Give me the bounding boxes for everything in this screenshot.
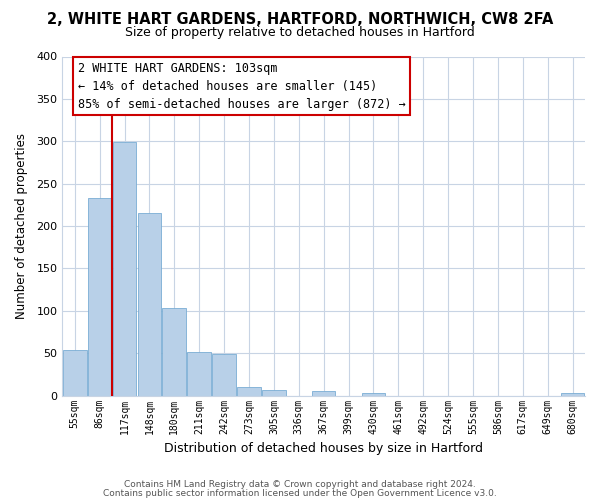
Bar: [137, 214, 161, 396]
Bar: [88, 198, 112, 396]
Text: 2 WHITE HART GARDENS: 103sqm
← 14% of detached houses are smaller (145)
85% of s: 2 WHITE HART GARDENS: 103sqm ← 14% of de…: [78, 62, 406, 110]
Text: 2, WHITE HART GARDENS, HARTFORD, NORTHWICH, CW8 2FA: 2, WHITE HART GARDENS, HARTFORD, NORTHWI…: [47, 12, 553, 28]
Bar: [163, 308, 186, 396]
Text: Size of property relative to detached houses in Hartford: Size of property relative to detached ho…: [125, 26, 475, 39]
Bar: [212, 354, 236, 396]
Bar: [237, 387, 261, 396]
Bar: [63, 350, 86, 396]
Bar: [561, 393, 584, 396]
Y-axis label: Number of detached properties: Number of detached properties: [15, 133, 28, 319]
Bar: [113, 142, 136, 396]
Bar: [362, 393, 385, 396]
Text: Contains HM Land Registry data © Crown copyright and database right 2024.: Contains HM Land Registry data © Crown c…: [124, 480, 476, 489]
Bar: [262, 390, 286, 396]
X-axis label: Distribution of detached houses by size in Hartford: Distribution of detached houses by size …: [164, 442, 483, 455]
Text: Contains public sector information licensed under the Open Government Licence v3: Contains public sector information licen…: [103, 489, 497, 498]
Bar: [187, 352, 211, 396]
Bar: [312, 390, 335, 396]
